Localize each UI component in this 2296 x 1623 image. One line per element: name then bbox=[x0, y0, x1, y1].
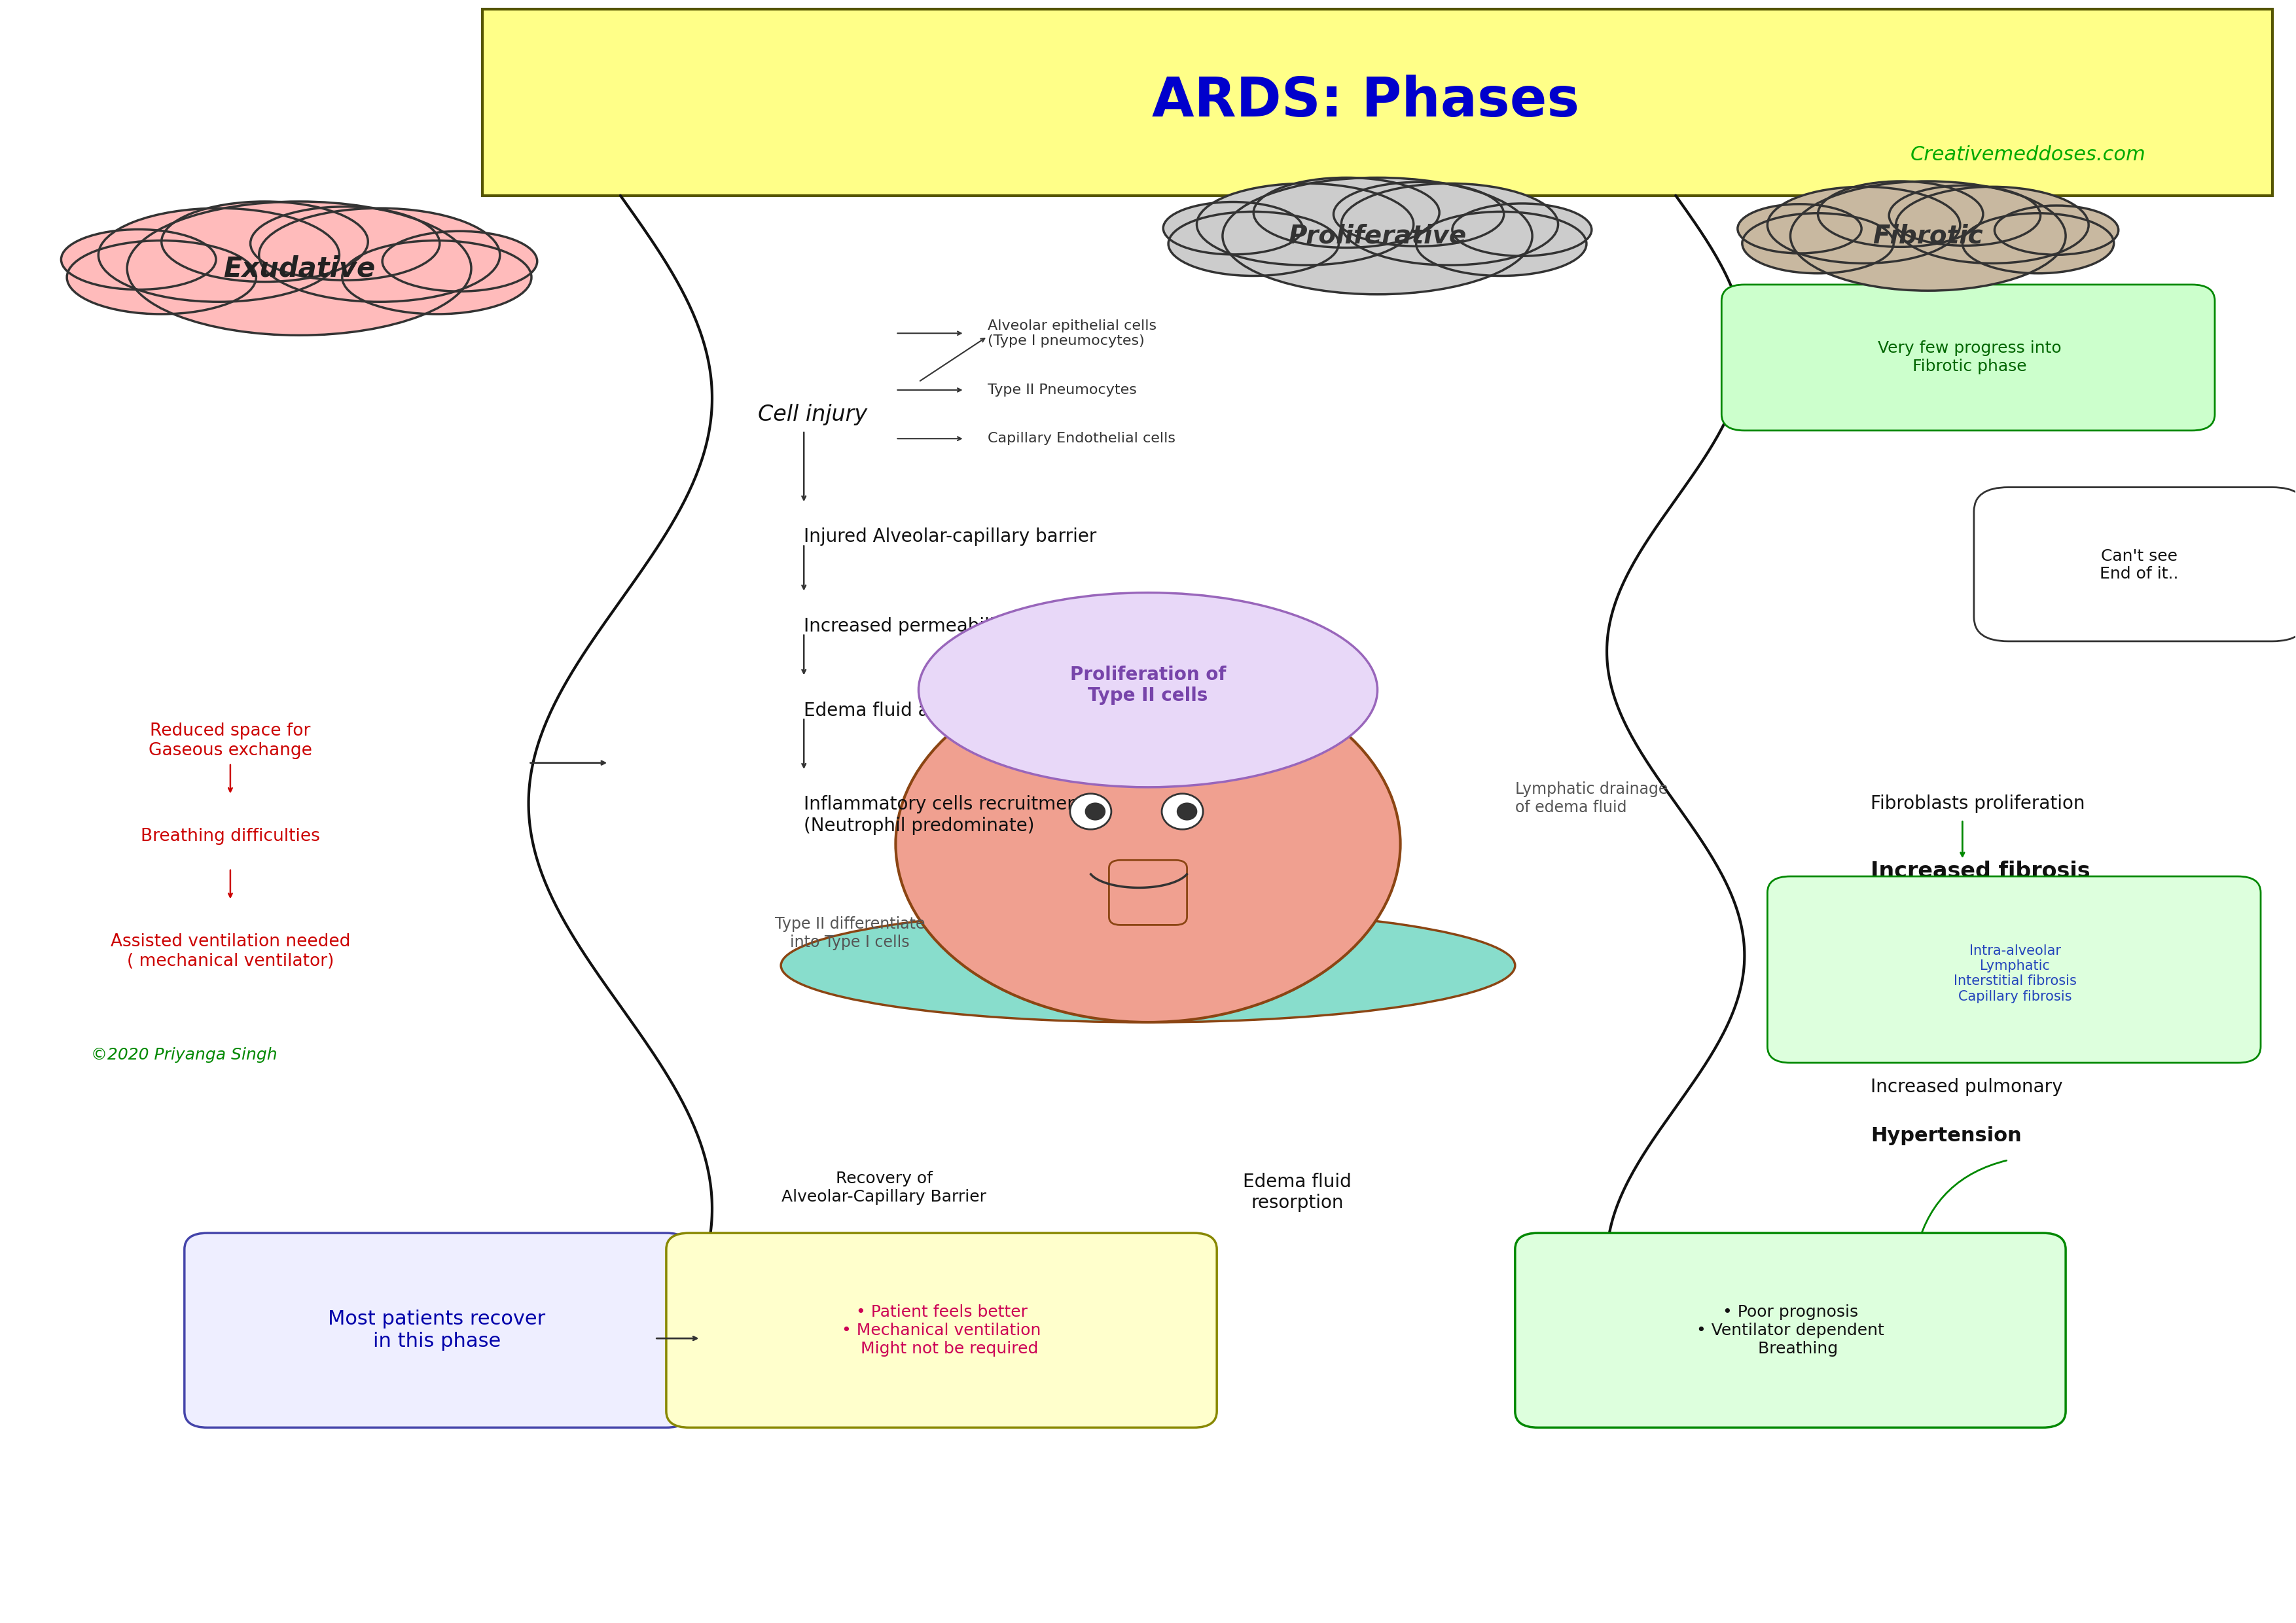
Ellipse shape bbox=[1963, 213, 2115, 273]
Text: ©2020 Priyanga Singh: ©2020 Priyanga Singh bbox=[92, 1047, 278, 1063]
Ellipse shape bbox=[1890, 185, 2041, 245]
Text: Most patients recover
in this phase: Most patients recover in this phase bbox=[328, 1310, 546, 1350]
Text: Alveolar epithelial cells
(Type I pneumocytes): Alveolar epithelial cells (Type I pneumo… bbox=[987, 320, 1157, 347]
FancyBboxPatch shape bbox=[1109, 860, 1187, 925]
Text: Edema fluid
resorption: Edema fluid resorption bbox=[1242, 1173, 1352, 1212]
Text: Intra-alveolar
Lymphatic
Interstitial fibrosis
Capillary fibrosis: Intra-alveolar Lymphatic Interstitial fi… bbox=[1954, 945, 2076, 1003]
Text: • Patient feels better
• Mechanical ventilation
   Might not be required: • Patient feels better • Mechanical vent… bbox=[843, 1305, 1040, 1357]
Ellipse shape bbox=[342, 240, 530, 315]
FancyBboxPatch shape bbox=[1515, 1233, 2066, 1428]
FancyBboxPatch shape bbox=[1768, 876, 2262, 1063]
Text: Injured Alveolar-capillary barrier: Injured Alveolar-capillary barrier bbox=[804, 527, 1097, 545]
Text: Fibroblasts proliferation: Fibroblasts proliferation bbox=[1871, 794, 2085, 813]
Text: Increased fibrosis: Increased fibrosis bbox=[1871, 860, 2089, 883]
Ellipse shape bbox=[383, 230, 537, 292]
Ellipse shape bbox=[1896, 187, 2089, 263]
Ellipse shape bbox=[1221, 177, 1531, 294]
Ellipse shape bbox=[1176, 803, 1196, 820]
Text: Proliferation of
Type II cells: Proliferation of Type II cells bbox=[1070, 665, 1226, 704]
Text: Fibrotic: Fibrotic bbox=[1874, 224, 1984, 248]
Text: Inflammatory cells recruitment
(Neutrophil predominate): Inflammatory cells recruitment (Neutroph… bbox=[804, 795, 1086, 834]
Text: Edema fluid accumulation: Edema fluid accumulation bbox=[804, 701, 1040, 719]
Ellipse shape bbox=[1341, 183, 1559, 265]
Ellipse shape bbox=[895, 665, 1401, 1022]
Text: Exudative: Exudative bbox=[223, 255, 374, 282]
Text: Lymphatic drainage
of edema fluid: Lymphatic drainage of edema fluid bbox=[1515, 782, 1667, 815]
Text: Type II Pneumocytes: Type II Pneumocytes bbox=[987, 383, 1137, 396]
Text: ARDS: Phases: ARDS: Phases bbox=[1153, 75, 1580, 128]
Ellipse shape bbox=[1768, 187, 1961, 263]
Ellipse shape bbox=[1086, 803, 1107, 820]
FancyBboxPatch shape bbox=[1975, 487, 2296, 641]
Text: Reduced space for
Gaseous exchange: Reduced space for Gaseous exchange bbox=[149, 722, 312, 760]
Ellipse shape bbox=[1818, 182, 1984, 247]
Text: Hypertension: Hypertension bbox=[1871, 1126, 2023, 1146]
Ellipse shape bbox=[1162, 794, 1203, 829]
Ellipse shape bbox=[161, 201, 367, 282]
Text: Very few progress into
Fibrotic phase: Very few progress into Fibrotic phase bbox=[1878, 341, 2062, 375]
Ellipse shape bbox=[1738, 204, 1862, 253]
Ellipse shape bbox=[62, 229, 216, 289]
Ellipse shape bbox=[1417, 211, 1587, 276]
Ellipse shape bbox=[1743, 213, 1894, 273]
Ellipse shape bbox=[67, 240, 257, 315]
FancyBboxPatch shape bbox=[1722, 284, 2216, 430]
Text: Type II differentiate
into Type I cells: Type II differentiate into Type I cells bbox=[774, 915, 925, 949]
Text: Capillary Endothelial cells: Capillary Endothelial cells bbox=[987, 432, 1176, 445]
Ellipse shape bbox=[250, 206, 439, 281]
Ellipse shape bbox=[1254, 177, 1440, 248]
Text: Breathing difficulties: Breathing difficulties bbox=[140, 828, 319, 844]
FancyBboxPatch shape bbox=[666, 1233, 1217, 1428]
Ellipse shape bbox=[126, 201, 471, 336]
Ellipse shape bbox=[918, 592, 1378, 787]
Text: Assisted ventilation needed
( mechanical ventilator): Assisted ventilation needed ( mechanical… bbox=[110, 933, 351, 969]
Ellipse shape bbox=[1995, 206, 2119, 255]
Text: Can't see
End of it..: Can't see End of it.. bbox=[2099, 549, 2179, 583]
Ellipse shape bbox=[1196, 183, 1414, 265]
Ellipse shape bbox=[1334, 182, 1504, 247]
Ellipse shape bbox=[259, 208, 501, 302]
Ellipse shape bbox=[1070, 794, 1111, 829]
Text: Recovery of
Alveolar-Capillary Barrier: Recovery of Alveolar-Capillary Barrier bbox=[781, 1170, 987, 1204]
Text: Increased permeability: Increased permeability bbox=[804, 617, 1013, 635]
Text: Increased pulmonary: Increased pulmonary bbox=[1871, 1078, 2062, 1096]
Text: Proliferative: Proliferative bbox=[1288, 224, 1467, 248]
Ellipse shape bbox=[1453, 203, 1591, 256]
Ellipse shape bbox=[1164, 201, 1302, 255]
Text: • Poor prognosis
• Ventilator dependent
   Breathing: • Poor prognosis • Ventilator dependent … bbox=[1697, 1305, 1885, 1357]
Ellipse shape bbox=[99, 208, 340, 302]
Ellipse shape bbox=[1169, 211, 1339, 276]
FancyBboxPatch shape bbox=[184, 1233, 689, 1428]
Ellipse shape bbox=[781, 909, 1515, 1022]
FancyBboxPatch shape bbox=[482, 10, 2273, 195]
Text: Cell injury: Cell injury bbox=[758, 404, 868, 425]
Ellipse shape bbox=[1791, 182, 2066, 291]
Text: Creativemeddoses.com: Creativemeddoses.com bbox=[1910, 146, 2147, 164]
